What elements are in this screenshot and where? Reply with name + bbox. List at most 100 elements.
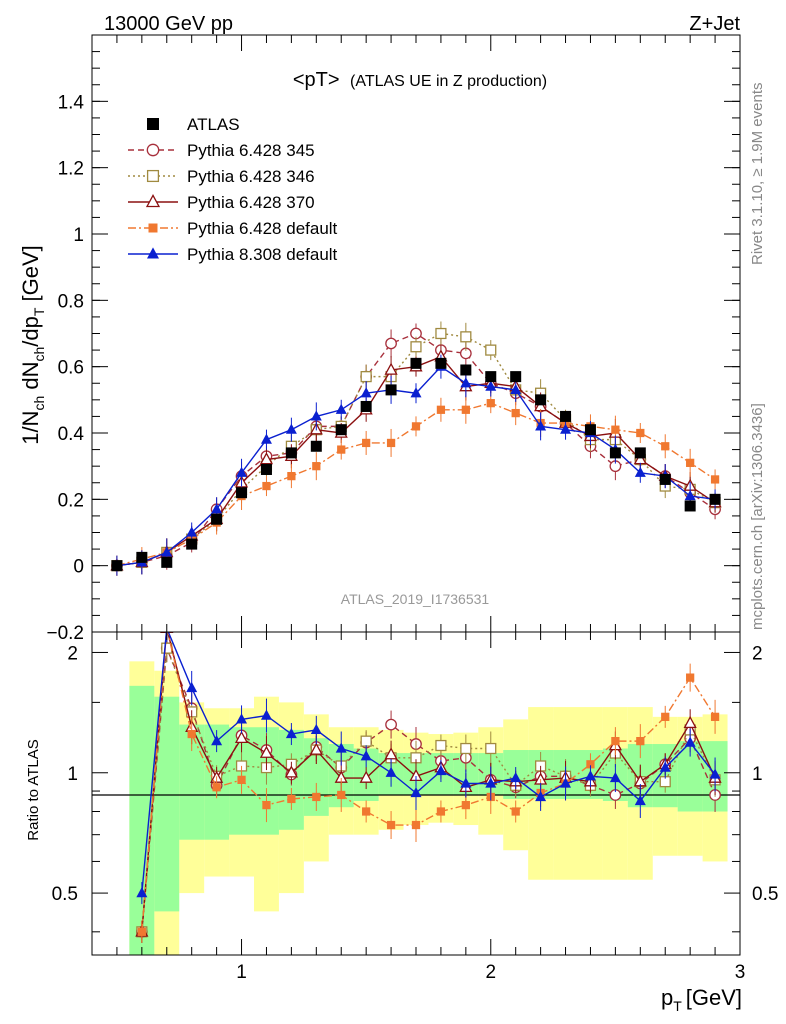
legend-marker bbox=[146, 143, 160, 157]
legend-marker bbox=[147, 247, 159, 259]
data-point bbox=[710, 475, 720, 484]
data-point bbox=[560, 423, 572, 434]
ratio-point bbox=[634, 794, 646, 806]
ratio-point bbox=[136, 887, 148, 898]
ratio-point bbox=[410, 786, 422, 798]
ratio-point bbox=[360, 735, 372, 747]
ratio-point bbox=[659, 761, 671, 772]
series-pythia-6-428-default bbox=[112, 393, 720, 576]
data-point bbox=[360, 400, 372, 412]
ratio-point bbox=[284, 765, 298, 778]
data-point bbox=[485, 371, 497, 383]
data-point bbox=[485, 344, 497, 356]
data-point bbox=[460, 331, 472, 343]
ratio-point bbox=[187, 729, 196, 739]
data-point bbox=[360, 371, 372, 383]
ratio-point bbox=[436, 807, 446, 816]
y-tick-label: −0.2 bbox=[46, 623, 84, 644]
data-point bbox=[384, 362, 398, 375]
data-point bbox=[136, 551, 148, 563]
data-point bbox=[186, 538, 198, 550]
ratio-point bbox=[485, 742, 497, 755]
data-point bbox=[709, 493, 721, 505]
legend: ATLAS Pythia 6.428 345 Pythia 6.428 346 Pyt… bbox=[128, 115, 338, 264]
legend-label: Pythia 8.308 default bbox=[187, 245, 338, 264]
ratio-line bbox=[141, 632, 716, 932]
ylabel-part-3: dN bbox=[18, 362, 43, 396]
data-point bbox=[161, 556, 173, 568]
plot-title-sub: (ATLAS UE in Z production) bbox=[350, 73, 547, 90]
data-point bbox=[560, 410, 572, 422]
ratio-point bbox=[312, 792, 321, 802]
data-point bbox=[335, 403, 347, 414]
y-tick-label: 1 bbox=[73, 225, 84, 246]
plot-title-main: <pT> bbox=[293, 69, 340, 91]
ylabel-part-5: /dp bbox=[18, 316, 43, 347]
data-point bbox=[386, 438, 396, 448]
ylabel-part-4: ch bbox=[31, 347, 47, 362]
ratio-point bbox=[335, 742, 347, 753]
data-point bbox=[611, 425, 620, 434]
data-point bbox=[259, 452, 274, 465]
ratio-y-axis-label: Ratio to ATLAS bbox=[25, 739, 42, 840]
legend-entry: Pythia 6.428 346 bbox=[128, 167, 315, 186]
data-point bbox=[260, 433, 272, 444]
x-tick-label: 3 bbox=[735, 962, 746, 983]
legend-label: ATLAS bbox=[187, 115, 240, 134]
data-point bbox=[410, 387, 422, 398]
data-point bbox=[111, 560, 123, 572]
main-plot-ticks bbox=[92, 34, 741, 633]
series-pythia-8-308-default bbox=[111, 354, 721, 576]
data-point bbox=[634, 466, 646, 477]
main-y-axis-label: 1/Nch dNch/dpT [GeV] bbox=[18, 245, 47, 445]
xlabel-unit: [GeV] bbox=[686, 985, 742, 1010]
ratio-plot-series bbox=[135, 632, 722, 943]
ratio-point bbox=[285, 727, 297, 739]
legend-entry: Pythia 6.428 default bbox=[128, 219, 338, 238]
ratio-y-tick-label: 0.5 bbox=[52, 884, 78, 905]
ratio-uncertainty-bands bbox=[129, 661, 728, 955]
y-tick-label: 1.4 bbox=[58, 92, 85, 113]
data-point bbox=[260, 463, 272, 475]
data-point bbox=[584, 424, 596, 436]
ratio-point bbox=[683, 715, 697, 729]
ratio-point bbox=[560, 777, 572, 788]
ratio-point bbox=[359, 770, 373, 783]
ratio-point bbox=[385, 766, 397, 777]
data-point bbox=[435, 327, 447, 340]
legend-entry: Pythia 6.428 345 bbox=[128, 141, 315, 160]
data-point bbox=[161, 546, 173, 557]
ratio-point bbox=[310, 723, 322, 735]
ratio-point bbox=[435, 764, 447, 776]
data-point bbox=[535, 394, 547, 406]
data-point bbox=[510, 371, 522, 383]
ratio-point bbox=[385, 718, 397, 731]
data-point bbox=[211, 503, 223, 514]
ratio-point bbox=[262, 800, 271, 810]
data-point bbox=[310, 440, 322, 452]
ylabel-part-6: T bbox=[31, 307, 47, 316]
legend-label: Pythia 6.428 345 bbox=[187, 141, 315, 160]
ratio-point bbox=[485, 777, 497, 788]
ratio-line bbox=[141, 632, 716, 932]
plot-title: <pT> (ATLAS UE in Z production) bbox=[293, 69, 547, 91]
series-atlas bbox=[111, 357, 721, 572]
data-point bbox=[262, 481, 271, 491]
ratio-point bbox=[212, 783, 221, 792]
legend-marker bbox=[146, 169, 160, 183]
ratio-y-tick-label-right: 1 bbox=[752, 764, 763, 785]
uncertainty-band-inner bbox=[129, 685, 155, 955]
ylabel-part-7: [GeV] bbox=[18, 245, 43, 307]
ratio-point bbox=[510, 772, 522, 783]
ratio-plot-ticks bbox=[92, 632, 741, 955]
data-point bbox=[312, 462, 321, 471]
ratio-point bbox=[309, 742, 323, 755]
legend-entry: ATLAS bbox=[147, 115, 240, 134]
data-point bbox=[410, 341, 422, 353]
y-tick-label: 0 bbox=[73, 557, 84, 578]
data-point bbox=[236, 466, 248, 477]
ratio-point bbox=[259, 745, 274, 758]
ratio-point bbox=[211, 735, 223, 746]
ratio-point bbox=[636, 736, 645, 746]
